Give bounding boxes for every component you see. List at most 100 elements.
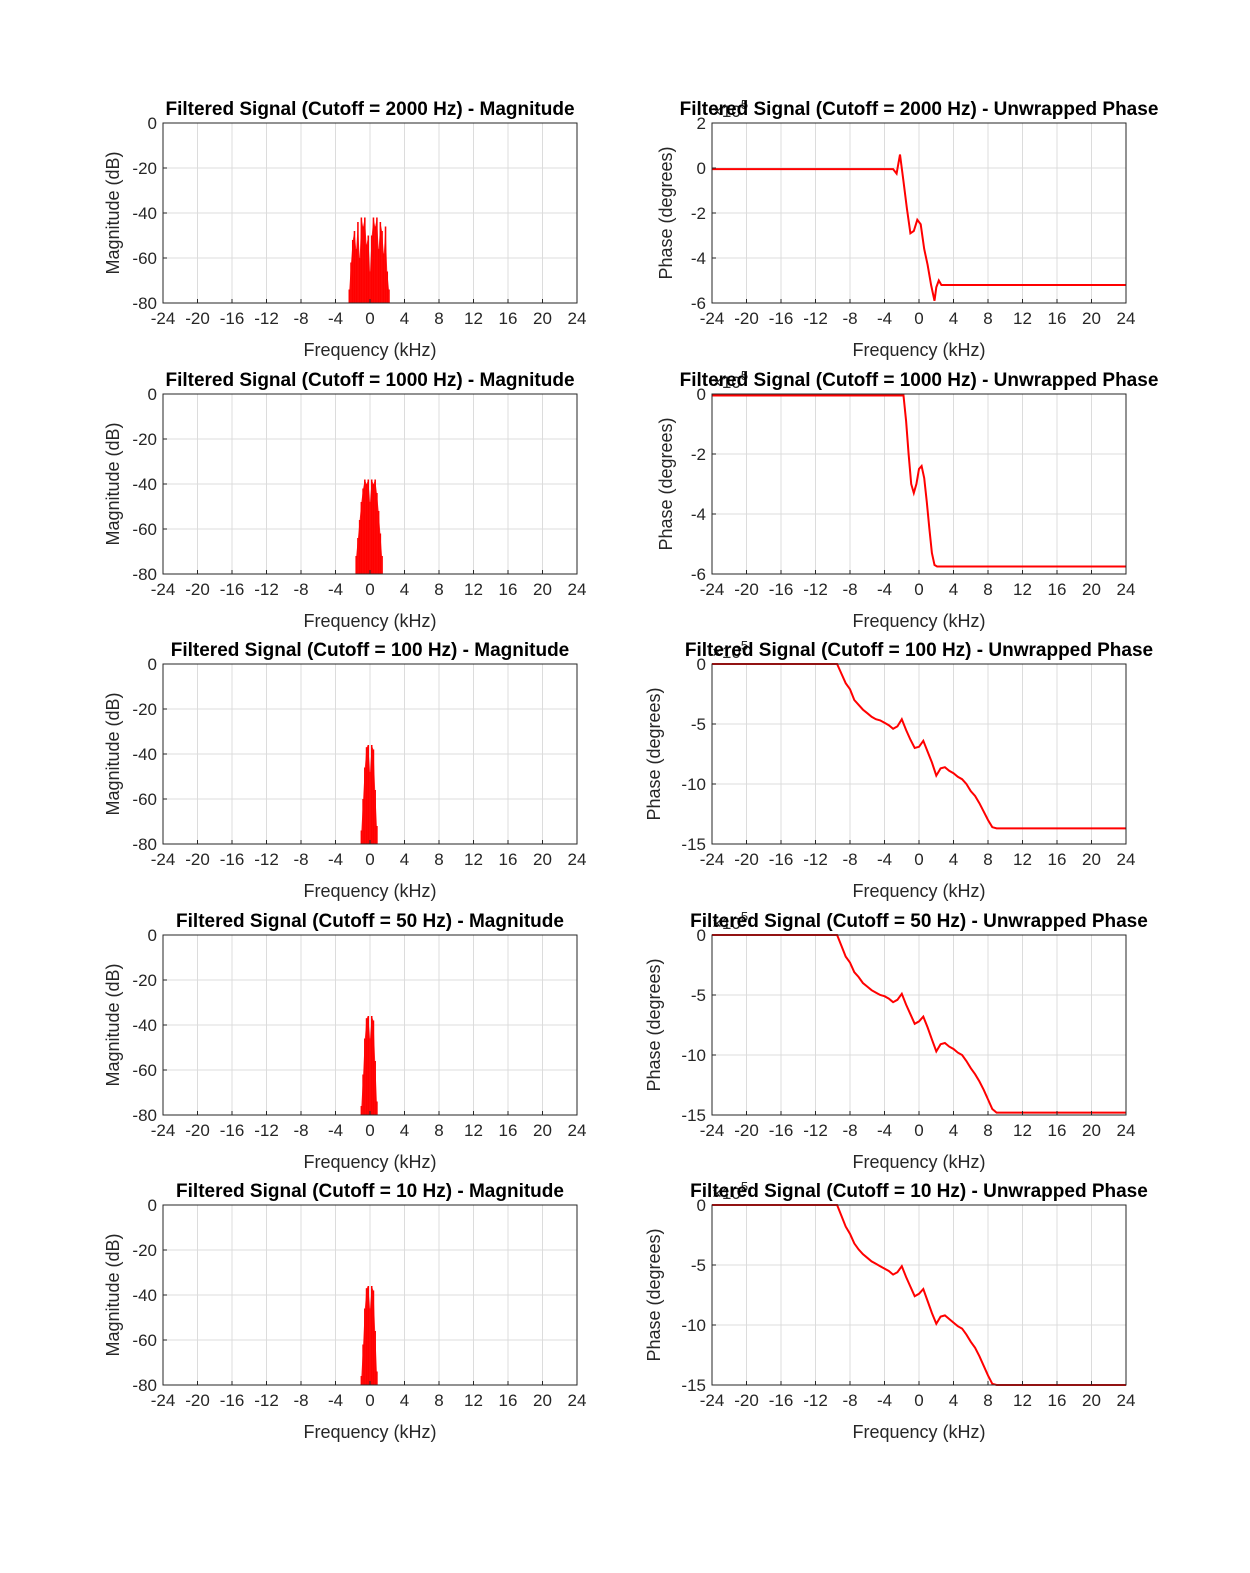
x-tick-label: -16: [769, 309, 794, 328]
x-axis-label: Frequency (kHz): [303, 1422, 436, 1442]
x-tick-label: -16: [220, 309, 245, 328]
x-tick-label: 24: [568, 1391, 587, 1410]
y-tick-label: -20: [132, 159, 157, 178]
axis-exponent-label: ×105: [712, 368, 748, 392]
y-tick-label: -20: [132, 430, 157, 449]
x-tick-label: -24: [151, 580, 176, 599]
y-tick-label: -40: [132, 1286, 157, 1305]
x-tick-label: 12: [464, 1391, 483, 1410]
y-tick-label: -40: [132, 204, 157, 223]
x-tick-label: 12: [1013, 1391, 1032, 1410]
y-tick-label: -4: [691, 505, 706, 524]
x-tick-label: -24: [151, 1391, 176, 1410]
y-tick-label: 0: [148, 655, 157, 674]
y-tick-label: -5: [691, 1256, 706, 1275]
x-tick-label: -4: [877, 580, 892, 599]
y-tick-label: 0: [697, 159, 706, 178]
x-tick-label: 0: [365, 1121, 374, 1140]
x-tick-label: -4: [877, 1391, 892, 1410]
subplot-title: Filtered Signal (Cutoff = 50 Hz) - Magni…: [176, 911, 564, 932]
y-tick-label: -60: [132, 1331, 157, 1350]
x-tick-label: 4: [400, 1121, 409, 1140]
x-tick-label: -8: [842, 1391, 857, 1410]
x-tick-label: -8: [293, 580, 308, 599]
x-axis-label: Frequency (kHz): [852, 881, 985, 901]
x-tick-label: -8: [293, 309, 308, 328]
y-axis-label: Magnitude (dB): [103, 963, 123, 1086]
subplot-title: Filtered Signal (Cutoff = 10 Hz) - Magni…: [176, 1181, 564, 1202]
y-tick-label: -80: [132, 565, 157, 584]
x-tick-label: 16: [499, 309, 518, 328]
y-tick-label: -40: [132, 1016, 157, 1035]
y-tick-label: 0: [148, 114, 157, 133]
x-tick-label: 12: [1013, 580, 1032, 599]
y-tick-label: -80: [132, 1376, 157, 1395]
y-tick-label: -10: [681, 775, 706, 794]
exponent-base: ×10: [712, 1184, 741, 1203]
x-tick-label: -4: [328, 1121, 343, 1140]
subplot-1-phase: -24 -20 -16 -12 -8 -4 0 4 8 12 16 20 24-6-4-202×105F…: [656, 97, 1158, 360]
x-tick-label: -8: [842, 1121, 857, 1140]
y-axis-label: Magnitude (dB): [103, 692, 123, 815]
x-tick-label: 20: [533, 580, 552, 599]
subplot-2-phase: -24 -20 -16 -12 -8 -4 0 4 8 12 16 20 24-6-4-20×105Fi…: [656, 368, 1158, 631]
y-tick-label: 0: [148, 1196, 157, 1215]
x-tick-label: 16: [1048, 1121, 1067, 1140]
magnitude-spectrum-fill: [349, 217, 389, 303]
magnitude-spectrum-fill: [361, 1286, 377, 1385]
x-tick-label: 8: [983, 580, 992, 599]
x-tick-label: -16: [769, 580, 794, 599]
x-tick-label: -20: [185, 309, 210, 328]
axis-exponent-label: ×105: [712, 97, 748, 121]
x-tick-label: -12: [254, 1391, 279, 1410]
x-tick-label: 4: [400, 1391, 409, 1410]
x-tick-label: 0: [365, 309, 374, 328]
subplot-5-phase: -24 -20 -16 -12 -8 -4 0 4 8 12 16 20 24 -15 -10 -5 0 ×105…: [644, 1179, 1148, 1442]
x-tick-label: 12: [1013, 850, 1032, 869]
axis-exponent-label: ×105: [712, 638, 748, 662]
subplot-title: Filtered Signal (Cutoff = 2000 Hz) - Mag…: [165, 99, 574, 120]
x-tick-label: 12: [464, 309, 483, 328]
x-tick-label: -16: [769, 850, 794, 869]
y-tick-label: -10: [681, 1316, 706, 1335]
x-tick-label: 24: [1117, 1391, 1136, 1410]
y-tick-label: 0: [148, 385, 157, 404]
x-tick-label: 4: [400, 850, 409, 869]
subplot-1-magnitude: -24 -20 -16 -12 -8 -4 0 4 8 12 16 20 24-80-60-40-200…: [103, 99, 586, 360]
x-tick-label: -4: [328, 850, 343, 869]
x-tick-label: -24: [151, 850, 176, 869]
subplot-title: Filtered Signal (Cutoff = 2000 Hz) - Unw…: [680, 99, 1159, 120]
x-tick-label: -8: [293, 1121, 308, 1140]
x-tick-label: 4: [949, 580, 958, 599]
x-tick-label: -16: [220, 580, 245, 599]
y-tick-label: -4: [691, 249, 706, 268]
x-tick-label: -12: [803, 309, 828, 328]
x-axis-label: Frequency (kHz): [852, 1422, 985, 1442]
x-tick-label: 4: [949, 309, 958, 328]
x-tick-label: -4: [877, 850, 892, 869]
x-tick-label: -24: [700, 309, 725, 328]
subplot-title: Filtered Signal (Cutoff = 1000 Hz) - Mag…: [165, 370, 574, 391]
subplot-title: Filtered Signal (Cutoff = 10 Hz) - Unwra…: [690, 1181, 1148, 1202]
x-tick-label: 12: [464, 1121, 483, 1140]
subplot-title: Filtered Signal (Cutoff = 1000 Hz) - Unw…: [680, 370, 1159, 391]
y-tick-label: -40: [132, 745, 157, 764]
x-tick-label: 4: [949, 1121, 958, 1140]
x-tick-label: -16: [769, 1391, 794, 1410]
x-tick-label: 0: [914, 309, 923, 328]
y-tick-label: -20: [132, 1241, 157, 1260]
x-tick-label: -24: [700, 850, 725, 869]
x-tick-label: -4: [328, 580, 343, 599]
magnitude-spectrum-fill: [356, 479, 383, 574]
x-tick-label: -20: [734, 580, 759, 599]
x-tick-label: -16: [769, 1121, 794, 1140]
x-tick-label: -12: [803, 850, 828, 869]
exponent-base: ×10: [712, 643, 741, 662]
x-tick-label: -12: [254, 1121, 279, 1140]
x-tick-label: 8: [983, 850, 992, 869]
x-tick-label: 4: [400, 309, 409, 328]
x-tick-label: -8: [842, 850, 857, 869]
x-tick-label: 24: [568, 850, 587, 869]
x-tick-label: -12: [803, 1391, 828, 1410]
x-axis-label: Frequency (kHz): [303, 340, 436, 360]
